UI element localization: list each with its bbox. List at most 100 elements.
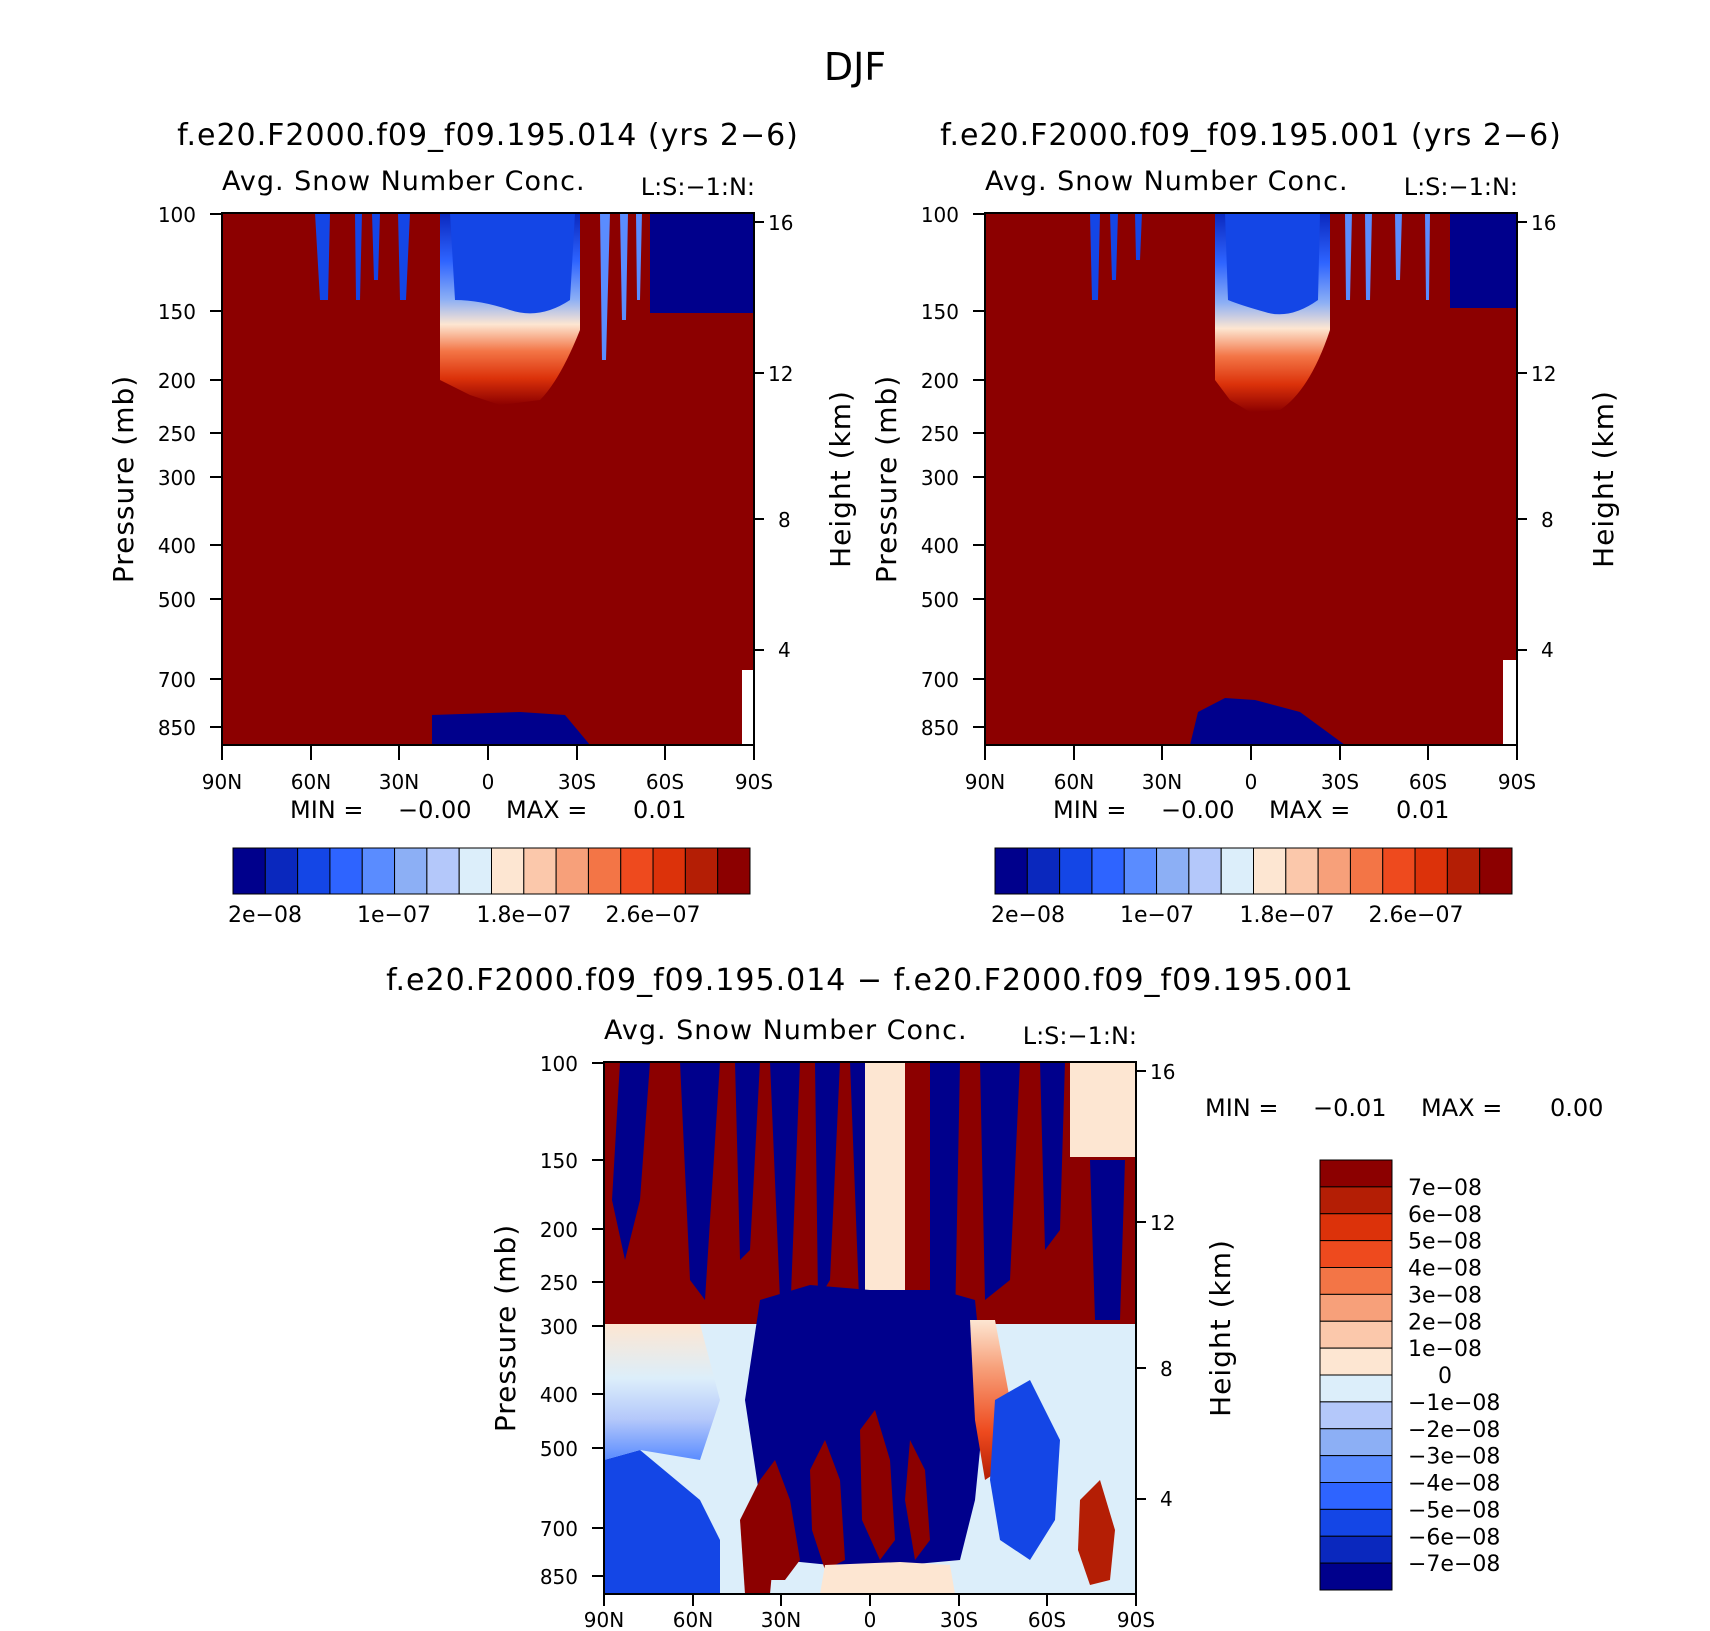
panel-2-y-ticks: 100 150 200 250 300 400 500 700 850: [540, 1052, 578, 1589]
panel-2-colorbar-ticks: 7e−086e−085e−084e−083e−082e−081e−080−1e−…: [1408, 1176, 1500, 1577]
panel-0-colorbar: [232, 847, 751, 895]
panel-2-xtick-60s: 60S: [1028, 1608, 1066, 1631]
colorbar-box: [1319, 1482, 1393, 1510]
panel-1-y2tick-12: 12: [1531, 362, 1556, 386]
colorbar-tick-label: 7e−08: [1408, 1176, 1482, 1201]
panel-1-streaks-a: [1090, 213, 1142, 300]
panel-1-variable: Avg. Snow Number Conc.: [985, 166, 1349, 197]
panel-1-cbtick-2: 1.8e−07: [1240, 903, 1335, 928]
panel-0-min-value: −0.00: [398, 796, 472, 824]
colorbar-box: [1349, 847, 1384, 895]
panel-1-xtick-30n: 30N: [1142, 770, 1182, 794]
panel-2-ytick-250: 250: [540, 1271, 578, 1295]
panel-1: f.e20.F2000.f09_f09.195.001 (yrs 2−6) Av…: [870, 118, 1620, 928]
panel-1-colorbar: [994, 847, 1513, 895]
panel-1-xtick-0: 0: [1245, 770, 1258, 794]
panel-1-south-cap: [1450, 213, 1517, 308]
colorbar-box: [361, 847, 396, 895]
panel-0-y2tick-8: 8: [778, 508, 791, 532]
panel-1-min-label: MIN =: [1053, 796, 1126, 824]
colorbar-box: [1220, 847, 1254, 895]
panel-2-xtick-30n: 30N: [761, 1608, 801, 1631]
panel-0-y2tick-16: 16: [768, 211, 793, 235]
colorbar-box: [620, 847, 654, 895]
panel-1-upper-core: [1225, 213, 1320, 315]
panel-0-xtick-0: 0: [482, 770, 495, 794]
panel-1-field: [985, 213, 1517, 745]
panel-0-variable: Avg. Snow Number Conc.: [222, 166, 586, 197]
panel-2-ytick-300: 300: [540, 1315, 578, 1339]
panel-0-max-value: 0.01: [633, 796, 686, 824]
panel-1-y2-tickmarks: [1517, 221, 1527, 651]
panel-0-xtick-90s: 90S: [735, 770, 773, 794]
panel-2-y2tick-16: 16: [1150, 1060, 1175, 1084]
panel-2-ytick-850: 850: [540, 1565, 578, 1589]
panel-0-code: L:S:−1:N:: [641, 173, 755, 201]
panel-2-xtick-90s: 90S: [1117, 1608, 1155, 1631]
panel-0-ylabel: Pressure (mb): [107, 375, 140, 583]
panel-1-ytick-700: 700: [921, 668, 959, 692]
colorbar-box: [652, 847, 686, 895]
panel-2-surface-light: [820, 1562, 955, 1594]
panel-2-xtick-0: 0: [864, 1608, 877, 1631]
panel-0-x-tickmarks: [221, 745, 755, 760]
colorbar-box: [1319, 1240, 1393, 1268]
colorbar-box: [394, 847, 428, 895]
figure-title: DJF: [824, 45, 886, 89]
colorbar-box: [1285, 847, 1319, 895]
panel-1-ytick-200: 200: [921, 369, 959, 393]
panel-0-xtick-30s: 30S: [558, 770, 596, 794]
colorbar-box: [1188, 847, 1222, 895]
colorbar-tick-label: −5e−08: [1408, 1498, 1500, 1523]
colorbar-box: [1026, 847, 1061, 895]
panel-0-upper-core: [450, 213, 575, 314]
colorbar-box: [297, 847, 331, 895]
colorbar-box: [1319, 1267, 1393, 1295]
panel-2-min-label: MIN =: [1205, 1094, 1278, 1122]
colorbar-box: [1319, 1186, 1393, 1215]
panel-2-ytick-700: 700: [540, 1517, 578, 1541]
panel-1-xtick-90n: 90N: [965, 770, 1005, 794]
colorbar-tick-label: 2e−08: [1408, 1310, 1482, 1335]
panel-0-xtick-60n: 60N: [291, 770, 331, 794]
panel-2-ylabel: Pressure (mb): [489, 1224, 522, 1432]
colorbar-box: [232, 847, 266, 895]
colorbar-tick-label: −4e−08: [1408, 1472, 1500, 1497]
panel-0-cbtick-1: 1e−07: [357, 903, 431, 928]
panel-1-cbtick-3: 2.6e−07: [1369, 903, 1464, 928]
panel-0-ytick-150: 150: [158, 300, 196, 324]
panel-0-xtick-60s: 60S: [646, 770, 684, 794]
panel-2-upper-blue-b: [770, 1062, 1125, 1324]
panel-0-ytick-850: 850: [158, 716, 196, 740]
panel-1-y-tickmarks: [973, 213, 985, 728]
panel-0-ytick-300: 300: [158, 466, 196, 490]
panel-1-x-ticks: 90N 60N 30N 0 30S 60S 90S: [965, 770, 1536, 794]
panel-1-lower-blue: [1190, 698, 1345, 745]
panel-0-lower-blue: [432, 712, 590, 745]
panel-0-y-tickmarks: [210, 213, 222, 728]
colorbar-box: [1059, 847, 1093, 895]
colorbar-box: [1319, 1401, 1393, 1430]
colorbar-box: [1319, 1562, 1393, 1591]
colorbar-box: [1479, 847, 1513, 895]
panel-0-ytick-400: 400: [158, 534, 196, 558]
panel-0-ytick-200: 200: [158, 369, 196, 393]
panel-0-y2tick-4: 4: [778, 638, 791, 662]
panel-0: f.e20.F2000.f09_f09.195.014 (yrs 2−6) Av…: [107, 118, 857, 928]
panel-1-ytick-100: 100: [921, 203, 959, 227]
colorbar-tick-label: −7e−08: [1408, 1552, 1500, 1577]
colorbar-box: [717, 847, 751, 895]
panel-1-edge-white: [1503, 660, 1517, 745]
panel-2-code: L:S:−1:N:: [1023, 1022, 1137, 1050]
panel-1-x-tickmarks: [984, 745, 1518, 760]
colorbar-box: [1317, 847, 1351, 895]
colorbar-box: [994, 847, 1028, 895]
panel-1-xtick-90s: 90S: [1498, 770, 1536, 794]
colorbar-box: [264, 847, 299, 895]
colorbar-tick-label: −1e−08: [1408, 1391, 1500, 1416]
panel-0-south-cap: [650, 213, 754, 313]
panel-2-variable: Avg. Snow Number Conc.: [604, 1015, 968, 1046]
panel-1-streaks-b: [1345, 213, 1430, 300]
panel-1-cbtick-0: 2e−08: [991, 903, 1065, 928]
